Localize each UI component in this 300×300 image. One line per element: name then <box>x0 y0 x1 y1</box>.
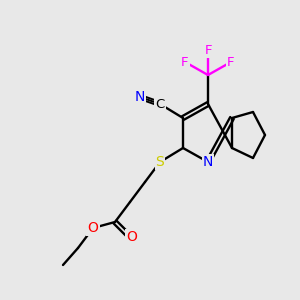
Text: O: O <box>88 221 98 235</box>
Text: F: F <box>227 56 235 68</box>
Text: F: F <box>204 44 212 56</box>
Text: O: O <box>127 230 137 244</box>
Text: N: N <box>203 155 213 169</box>
Text: F: F <box>181 56 189 68</box>
Text: C: C <box>155 98 165 110</box>
Text: N: N <box>135 90 145 104</box>
Text: S: S <box>156 155 164 169</box>
